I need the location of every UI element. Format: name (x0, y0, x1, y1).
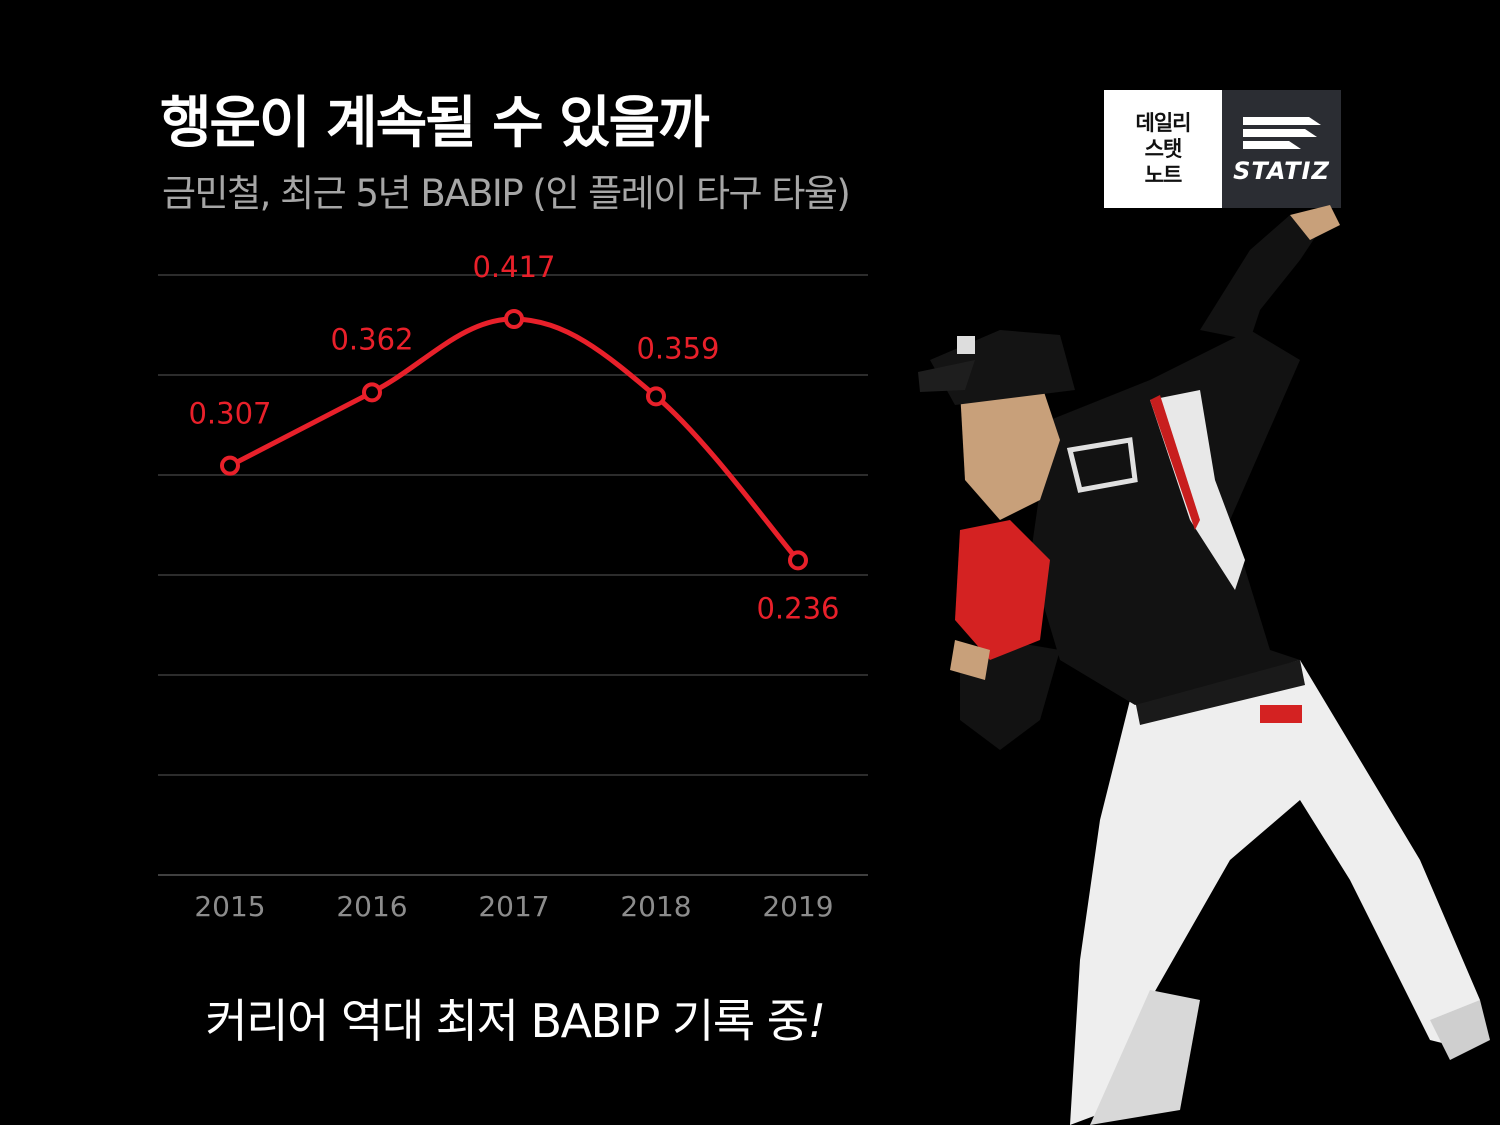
data-label: 0.417 (472, 250, 555, 284)
data-point (646, 386, 666, 407)
chart-gridlines (158, 274, 868, 876)
data-label: 0.359 (636, 331, 719, 365)
x-tick-label: 2019 (762, 890, 833, 923)
page-subtitle: 금민철, 최근 5년 BABIP (인 플레이 타구 타율) (162, 172, 851, 215)
x-tick-label: 2015 (194, 890, 265, 923)
logo-line-3: 노트 (1144, 163, 1183, 187)
x-tick-label: 2016 (336, 890, 407, 923)
data-label: 0.236 (756, 591, 839, 625)
logo-line-1: 데일리 (1135, 111, 1192, 135)
data-point (504, 309, 524, 329)
data-point (362, 382, 382, 403)
x-tick-label: 2017 (478, 890, 549, 923)
data-labels: 0.307 0.362 0.417 0.359 0.236 (188, 250, 839, 625)
statiz-brand: STATIZ (1222, 90, 1341, 208)
x-tick-label: 2018 (620, 890, 691, 923)
statiz-stripes-icon (1242, 117, 1321, 149)
data-point (788, 550, 808, 571)
data-point (220, 455, 240, 476)
x-axis-ticks: 2015 2016 2017 2018 2019 (194, 890, 833, 923)
data-label: 0.362 (330, 322, 413, 356)
caption: 커리어 역대 최저 BABIP 기록 중! (0, 985, 1030, 1051)
caption-exclamation: ! (807, 994, 826, 1048)
daily-stat-note-logo: 데일리 스탯 노트 (1104, 90, 1222, 208)
statiz-wordmark: STATIZ (1233, 157, 1330, 185)
caption-text: 커리어 역대 최저 BABIP 기록 중 (205, 994, 809, 1048)
logo-line-2: 스탯 (1144, 137, 1183, 161)
data-points (220, 309, 808, 571)
page-title: 행운이 계속될 수 있을까 (160, 91, 710, 156)
statiz-logo: 데일리 스탯 노트 STATIZ (1104, 90, 1341, 208)
data-label: 0.307 (188, 397, 271, 431)
